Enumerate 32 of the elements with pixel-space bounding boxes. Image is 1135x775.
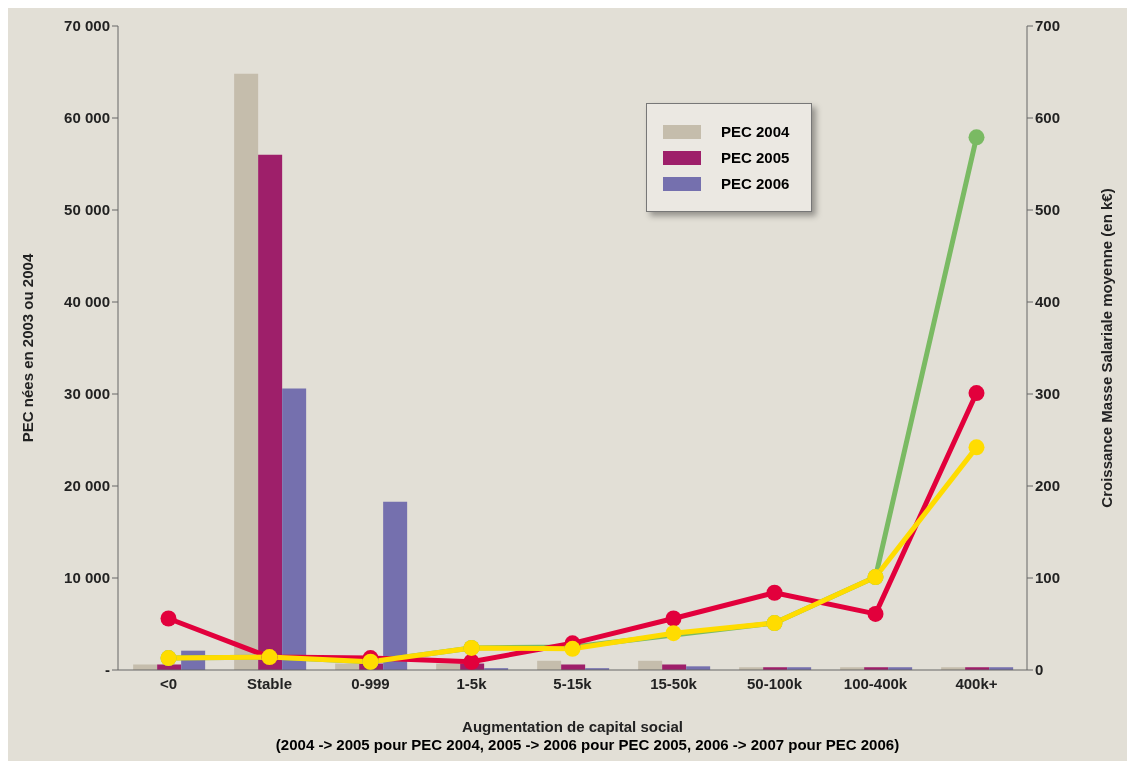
y-axis-title: PEC nées en 2003 ou 2004 xyxy=(19,253,37,443)
x-tick-label: 50-100k xyxy=(746,674,803,692)
y-tick-label: 50 000 xyxy=(64,201,110,219)
x-tick-label: 400k+ xyxy=(955,674,998,692)
x-tick-label: 0-999 xyxy=(351,674,390,692)
x-tick-label: 5-15k xyxy=(553,674,593,692)
y2-tick-label: 400 xyxy=(1035,293,1061,311)
y2-tick-label: 200 xyxy=(1035,477,1061,495)
y2-tick-label: 300 xyxy=(1035,385,1061,403)
y2-tick-label: 0 xyxy=(1035,661,1044,679)
y-tick-label: 30 000 xyxy=(64,385,110,403)
text: (2004 -> 2005 pour PEC 2004, 2005 -> 2006 pour PEC 2005, 2006 -> 2007 pour PEC 2006) xyxy=(274,736,901,753)
y-tick-label: 10 000 xyxy=(64,569,110,587)
y2-tick-label: 600 xyxy=(1035,109,1061,127)
legend-label: PEC 2005 xyxy=(721,149,790,166)
x-tick-label: 1-5k xyxy=(456,674,488,692)
y2-tick-label: 700 xyxy=(1035,17,1061,35)
legend-label: PEC 2004 xyxy=(721,123,790,140)
y2-axis-title: Croissance Masse Salariale moyenne (en k€) xyxy=(1098,188,1116,508)
x-tick-label: 100-400k xyxy=(843,674,908,692)
y-tick-label: 40 000 xyxy=(64,293,110,311)
x-tick-label: <0 xyxy=(159,674,178,692)
y-tick-label: - xyxy=(105,661,110,679)
x-tick-label: Stable xyxy=(246,674,293,692)
x-axis-title: Augmentation de capital social xyxy=(462,718,683,735)
legend-label: PEC 2006 xyxy=(721,175,790,192)
y2-tick-label: 500 xyxy=(1035,201,1061,219)
y2-tick-label: 100 xyxy=(1035,569,1061,587)
y-tick-label: 60 000 xyxy=(64,109,110,127)
x-tick-label: 15-50k xyxy=(650,674,698,692)
y-tick-label: 20 000 xyxy=(64,477,110,495)
y-tick-label: 70 000 xyxy=(64,17,110,35)
